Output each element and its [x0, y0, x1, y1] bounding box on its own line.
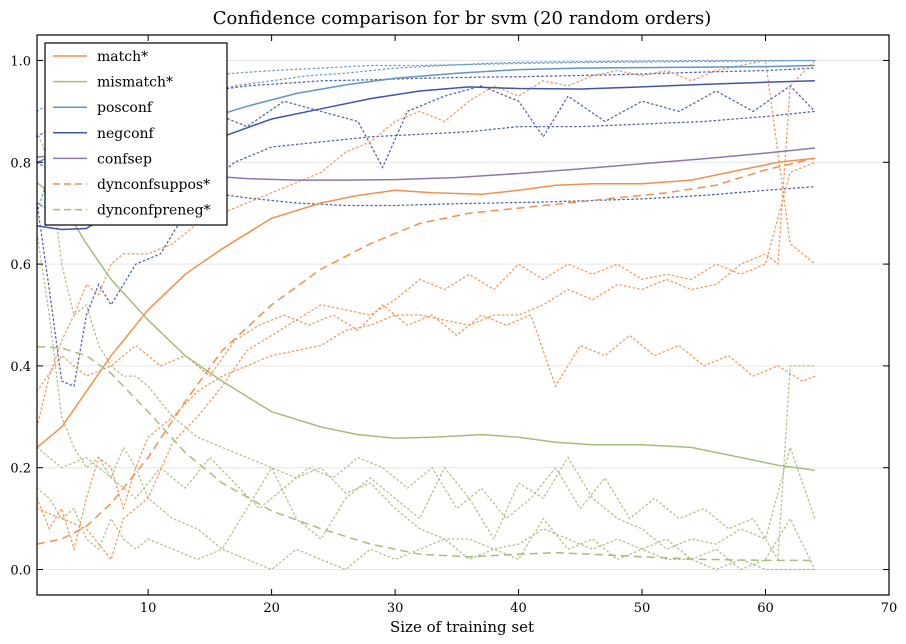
run-series-line: [36, 303, 816, 393]
legend-label: negconf: [97, 126, 156, 142]
y-tick-label: 0.2: [10, 462, 31, 477]
axis-ticks: 0.0 0.2 0.4 0.6 0.8 1.0 10 20 30 40 50 60 70: [10, 35, 897, 616]
run-series-line: [36, 161, 816, 561]
series-line-dynconfpreneg-star: [36, 345, 815, 562]
legend-label: match*: [97, 49, 148, 65]
x-tick-label: 10: [140, 601, 157, 616]
run-series-line: [36, 67, 816, 138]
y-tick-label: 0.8: [10, 156, 31, 171]
run-series-line: [36, 131, 816, 571]
y-tick-label: 0.6: [10, 258, 31, 273]
y-tick-label: 1.0: [10, 54, 31, 69]
x-tick-label: 50: [634, 601, 651, 616]
series-line-mismatch-star: [36, 182, 816, 472]
legend-box: [44, 42, 228, 226]
legend: match* mismatch* posconf negconf confsep dync…: [44, 42, 228, 226]
legend-label: dynconfsuppos*: [97, 177, 210, 193]
legend-label: confsep: [97, 151, 152, 167]
x-tick-label: 70: [881, 601, 898, 616]
series-line-dynconfsuppos-star: [36, 157, 816, 545]
chart-title: Confidence comparison for br svm (20 ran…: [213, 8, 712, 29]
run-series-line: [36, 487, 816, 571]
x-tick-label: 60: [757, 601, 774, 616]
plot-frame: [36, 34, 890, 596]
run-series-line: [36, 59, 816, 552]
x-tick-label: 40: [510, 601, 527, 616]
run-series-line: [36, 365, 816, 562]
legend-label: mismatch*: [97, 75, 173, 91]
series-line-match-star: [36, 157, 815, 448]
legend-label: posconf: [97, 100, 154, 116]
x-tick-label: 20: [263, 601, 280, 616]
run-series-line: [36, 232, 816, 551]
x-tick-label: 30: [387, 601, 404, 616]
y-tick-label: 0.0: [10, 564, 31, 579]
x-axis-label: Size of training set: [390, 618, 534, 636]
run-series-line: [36, 59, 816, 428]
legend-label: dynconfpreneg*: [97, 203, 211, 219]
y-tick-label: 0.4: [10, 360, 31, 375]
